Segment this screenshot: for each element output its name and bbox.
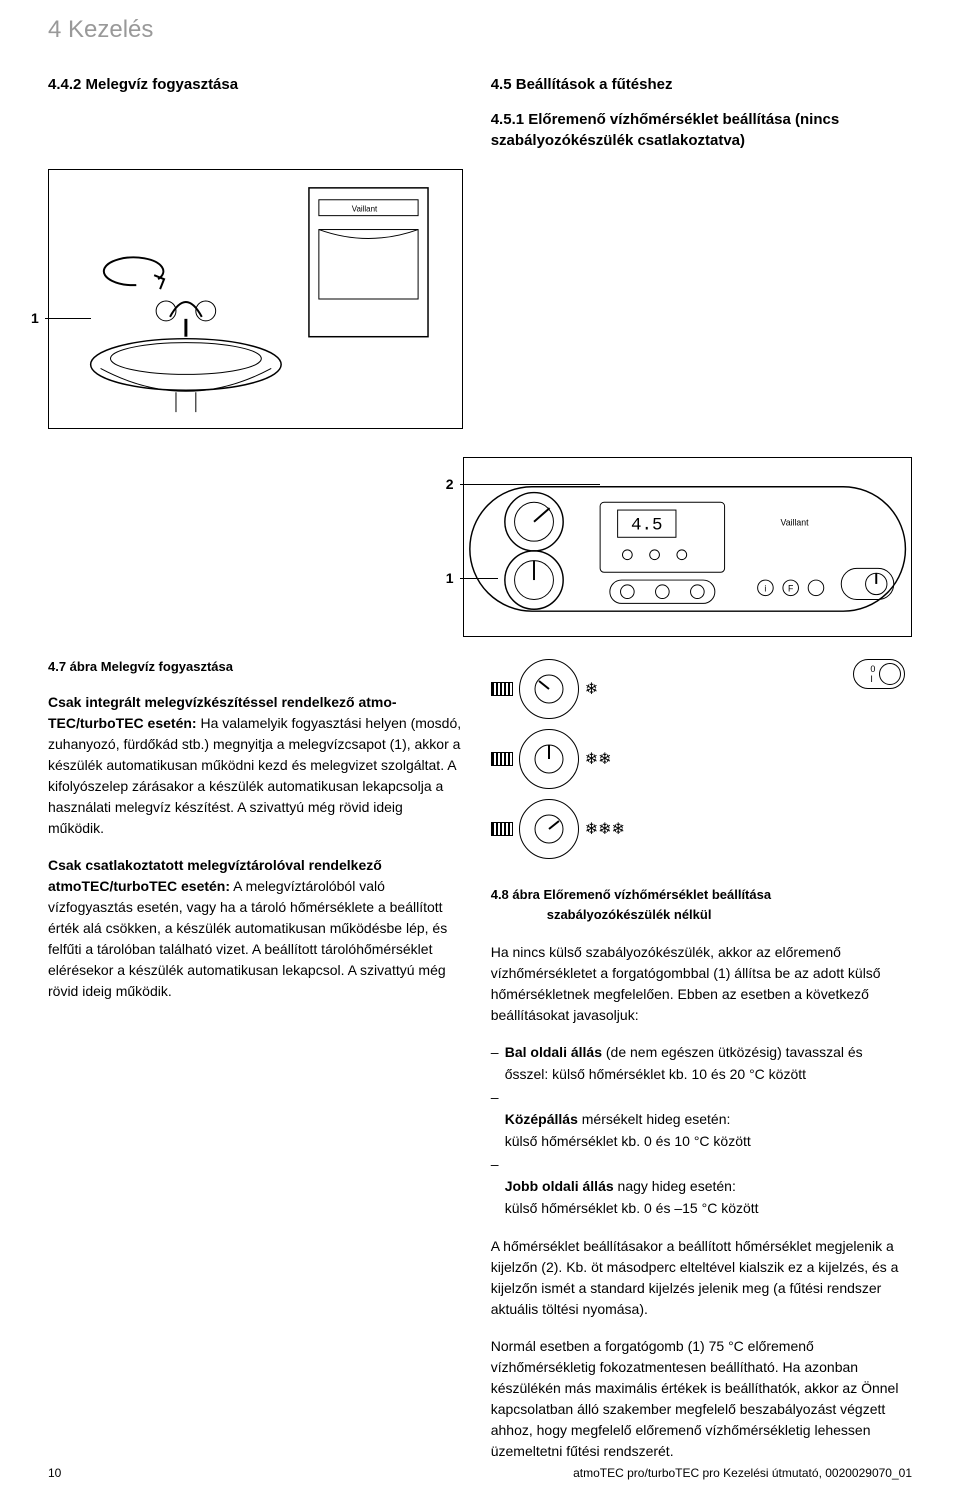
radiator-icon [491,822,513,836]
figure-47-caption: 4.7 ábra Melegvíz fogyasztása [48,659,463,674]
body-columns: 4.7 ábra Melegvíz fogyasztása Csak integ… [48,659,912,1478]
para-right-2: A hőmérséklet beállításakor a beállított… [491,1236,906,1320]
svg-text:i: i [764,584,766,594]
doc-id: atmoTEC pro/turboTEC pro Kezelési útmuta… [573,1466,912,1480]
dial-left-icon [519,659,579,719]
dial-right-icon [519,799,579,859]
heading-442: 4.4.2 Melegvíz fogyasztása [48,76,463,93]
para-left-2-rest: A melegvíztárolóból való vízfogyasztás e… [48,878,447,999]
li1-bold: Bal oldali állás [505,1044,602,1060]
dial-row-1: ❄ [491,659,830,719]
dial-row-3: ❄❄❄ [491,799,830,859]
figure-48-caption-l1: 4.8 ábra Előremenő vízhőmérséklet beállí… [491,887,771,902]
list-item-2: Középállás mérsékelt hideg esetén: külső… [491,1087,906,1152]
power-switch-icon: 0I [853,659,905,689]
figure-48-caption: 4.8 ábra Előremenő vízhőmérséklet beállí… [491,885,906,924]
list-item-3: Jobb oldali állás nagy hideg esetén: kül… [491,1154,906,1219]
snow-icon: ❄❄❄ [585,819,625,839]
para-right-1: Ha nincs külső szabályozókészülék, akkor… [491,942,906,1026]
svg-text:F: F [788,584,793,594]
callout-label: 1 [31,310,39,326]
section-header: 4 Kezelés [48,16,912,44]
dial-row-2: ❄❄ [491,729,830,789]
headings-row: 4.4.2 Melegvíz fogyasztása 4.5 Beállítás… [48,76,912,169]
figure-48-caption-l2: szabályozókészülék nélkül [491,905,712,925]
dial-settings-illustration: ❄ ❄❄ ❄❄❄ [491,659,906,869]
callout-label: 1 [446,570,454,586]
figure-47: Vaillant 1 [48,169,463,429]
figures-row: Vaillant 1 [48,169,912,457]
list-item-1: Bal oldali állás (de nem egészen ütközés… [491,1042,906,1085]
para-left-2: Csak csatlakoztatott melegvíztárolóval r… [48,855,463,1002]
page-number: 10 [48,1466,61,1480]
display-value: 4.5 [631,515,663,535]
snow-icon: ❄ [585,679,598,699]
figure-48-wrap: 4.5 Vaillant i F [48,457,912,637]
li2-bold: Középállás [505,1111,578,1127]
para-left-1-rest: Ha valamelyik fogyasztási helyen (mosdó,… [48,715,461,836]
page-footer: 10 atmoTEC pro/turboTEC pro Kezelési útm… [48,1466,912,1480]
svg-text:Vaillant: Vaillant [780,518,809,528]
figure-48: 4.5 Vaillant i F [463,457,912,637]
page: 4 Kezelés 4.4.2 Melegvíz fogyasztása 4.5… [0,0,960,1498]
figure-48-callout-2: 2 [446,476,600,492]
figure-48-callout-1: 1 [446,570,498,586]
callout-label: 2 [446,476,454,492]
heading-451: 4.5.1 Előremenő vízhőmérséklet beállítás… [491,109,906,151]
li3-bold: Jobb oldali állás [505,1178,614,1194]
dial-mid-icon [519,729,579,789]
figure-47-svg: Vaillant [49,170,462,428]
radiator-icon [491,682,513,696]
settings-list: Bal oldali állás (de nem egészen ütközés… [491,1042,906,1220]
figure-47-callout-1: 1 [31,310,91,326]
snow-icon: ❄❄ [585,749,612,769]
para-left-1: Csak integrált melegvízkészítéssel rende… [48,692,463,839]
heading-45: 4.5 Beállítások a fűtéshez [491,76,906,93]
svg-text:Vaillant: Vaillant [352,205,378,214]
radiator-icon [491,752,513,766]
para-right-3: Normál esetben a forgatógomb (1) 75 °C e… [491,1336,906,1462]
